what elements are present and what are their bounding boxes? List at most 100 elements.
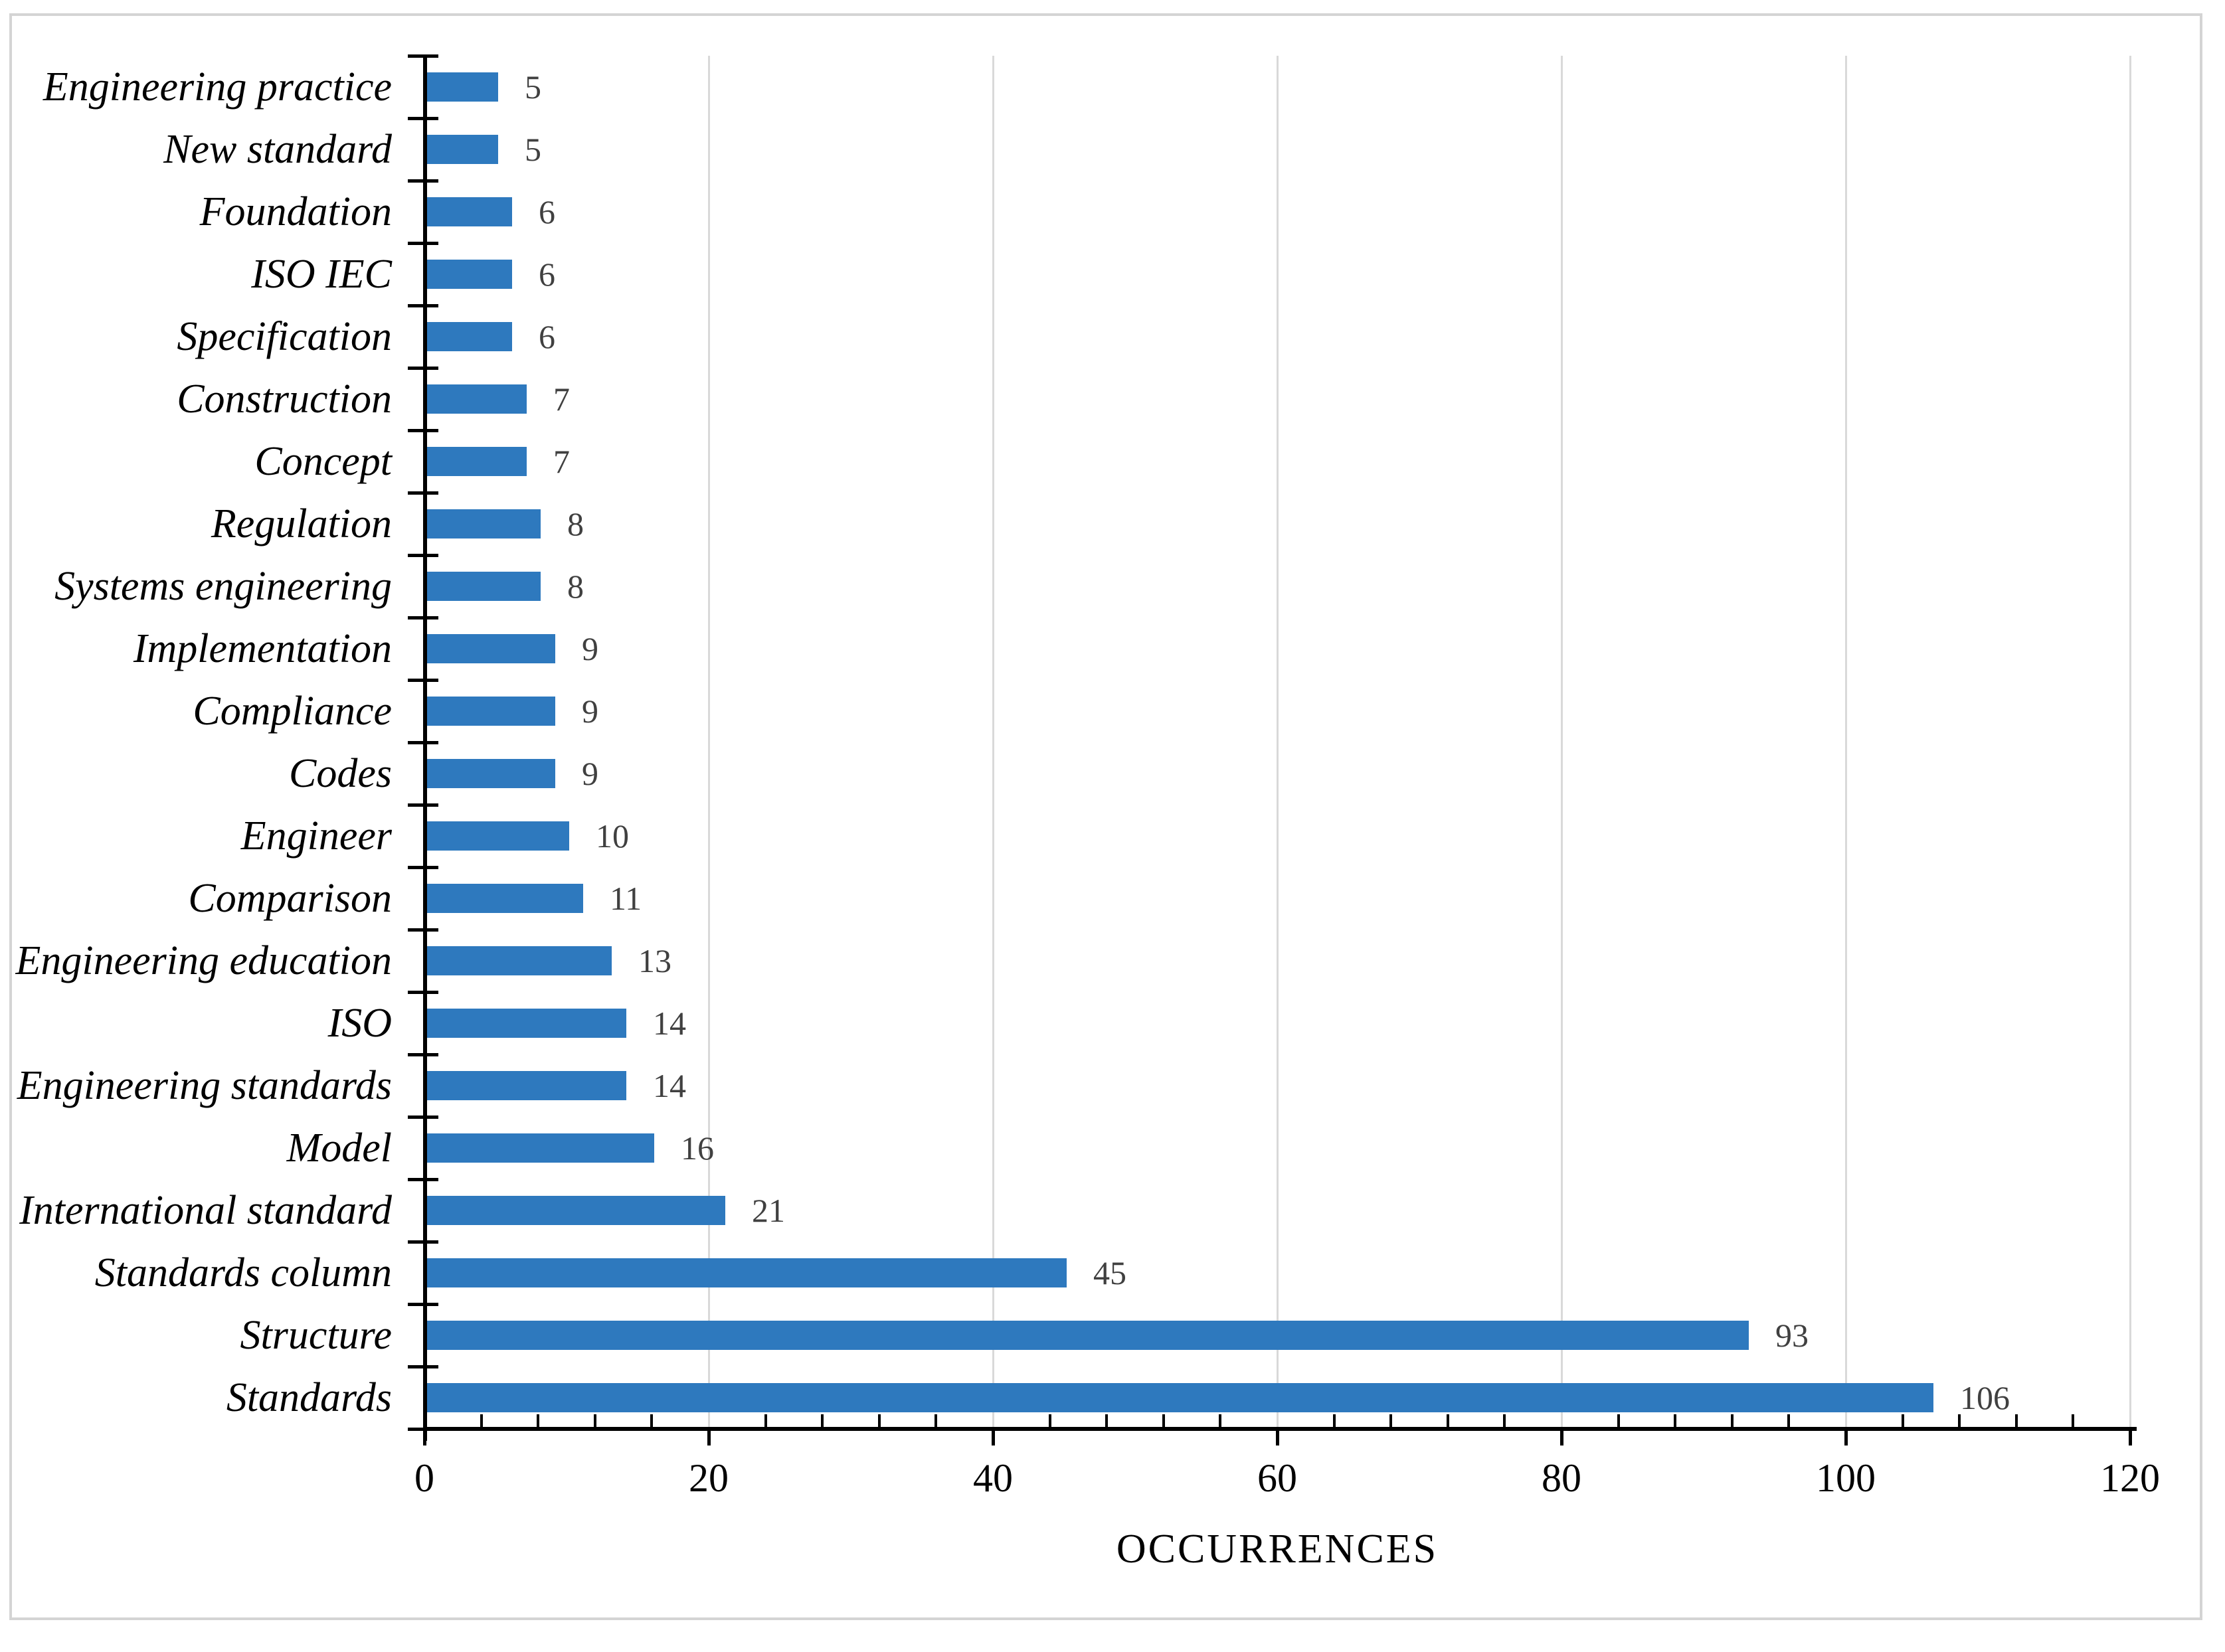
bar: [427, 260, 512, 289]
bar: [427, 197, 512, 226]
y-axis-tick: [408, 1115, 438, 1119]
gridline: [2129, 56, 2131, 1429]
y-axis-tick: [408, 866, 438, 869]
y-axis-tick: [408, 367, 438, 370]
x-axis-minor-tick: [480, 1414, 483, 1427]
x-axis-minor-tick: [1674, 1414, 1677, 1427]
x-axis-major-tick: [1560, 1431, 1563, 1446]
bar: [427, 447, 527, 476]
value-label: 6: [539, 256, 555, 293]
category-label: ISO: [327, 1000, 392, 1046]
value-label: 9: [582, 755, 598, 792]
y-axis-line: [423, 56, 427, 1441]
x-axis-minor-tick: [537, 1414, 540, 1427]
y-axis-tick: [408, 679, 438, 682]
gridline: [1561, 56, 1563, 1429]
category-label: Structure: [240, 1312, 392, 1358]
bar: [427, 946, 612, 975]
value-label: 11: [610, 880, 642, 917]
value-label: 9: [582, 630, 598, 667]
category-label: ISO IEC: [251, 251, 392, 297]
x-axis-minor-tick: [1162, 1414, 1165, 1427]
y-axis-tick: [408, 1303, 438, 1306]
x-axis-minor-tick: [1048, 1414, 1051, 1427]
category-label: Regulation: [211, 501, 392, 546]
category-label: International standard: [19, 1187, 392, 1233]
category-label: Foundation: [199, 189, 392, 234]
category-label: Specification: [177, 313, 392, 359]
x-axis-minor-tick: [1617, 1414, 1620, 1427]
value-label: 13: [638, 942, 671, 979]
category-label: Concept: [254, 438, 392, 484]
y-axis-tick: [408, 1428, 438, 1431]
y-axis-tick: [408, 1365, 438, 1368]
value-label: 5: [525, 68, 541, 106]
x-axis-minor-tick: [593, 1414, 596, 1427]
y-axis-tick: [408, 304, 438, 307]
x-axis-minor-tick: [2014, 1414, 2018, 1427]
x-axis-tick-label: 60: [1257, 1456, 1297, 1500]
x-axis-tick-label: 0: [414, 1456, 434, 1500]
x-axis-title: OCCURRENCES: [1116, 1527, 1439, 1572]
category-label: Standards column: [94, 1250, 392, 1295]
gridline: [1845, 56, 1847, 1429]
bar: [427, 1133, 654, 1163]
value-label: 6: [539, 193, 555, 230]
x-axis-major-tick: [1844, 1431, 1848, 1446]
gridline: [708, 56, 710, 1429]
value-label: 5: [525, 131, 541, 168]
x-axis-major-tick: [423, 1431, 426, 1446]
x-axis-tick-label: 80: [1542, 1456, 1581, 1500]
value-label: 7: [553, 380, 570, 418]
x-axis-major-tick: [2129, 1431, 2132, 1446]
value-label: 10: [596, 817, 629, 855]
category-label: Standards: [226, 1374, 392, 1420]
x-axis-tick-label: 40: [973, 1456, 1013, 1500]
value-label: 9: [582, 693, 598, 730]
x-axis-major-tick: [707, 1431, 711, 1446]
y-axis-tick: [408, 1240, 438, 1244]
x-axis-major-tick: [1276, 1431, 1279, 1446]
category-label: Engineering education: [15, 938, 392, 983]
bar: [427, 884, 583, 913]
category-label: Engineer: [240, 813, 392, 859]
bar: [427, 634, 555, 663]
category-label: Systems engineering: [54, 563, 392, 609]
value-label: 21: [752, 1192, 785, 1229]
x-axis-minor-tick: [1730, 1414, 1734, 1427]
value-label: 14: [653, 1067, 686, 1104]
x-axis-minor-tick: [821, 1414, 824, 1427]
x-axis-minor-tick: [1503, 1414, 1506, 1427]
x-axis-major-tick: [992, 1431, 995, 1446]
y-axis-tick: [408, 1178, 438, 1181]
chart-frame: [9, 13, 2202, 1620]
bar: [427, 821, 569, 851]
bar: [427, 759, 555, 788]
y-axis-tick: [408, 54, 438, 58]
bar: [427, 135, 498, 164]
x-axis-minor-tick: [1219, 1414, 1222, 1427]
x-axis-minor-tick: [1787, 1414, 1791, 1427]
y-axis-tick: [408, 991, 438, 994]
category-label: Engineering practice: [43, 64, 392, 110]
y-axis-tick: [408, 803, 438, 807]
category-label: Compliance: [193, 688, 392, 734]
category-label: New standard: [163, 126, 392, 172]
bar: [427, 1321, 1749, 1350]
value-label: 8: [567, 568, 584, 605]
bar: [427, 1071, 626, 1100]
bar: [427, 1258, 1067, 1287]
bar: [427, 1009, 626, 1038]
y-axis-tick: [408, 491, 438, 495]
category-label: Construction: [177, 376, 392, 422]
value-label: 6: [539, 318, 555, 355]
x-axis-minor-tick: [1389, 1414, 1393, 1427]
category-label: Implementation: [133, 625, 392, 671]
y-axis-tick: [408, 242, 438, 245]
bar: [427, 1383, 1933, 1412]
x-axis-tick-label: 20: [689, 1456, 729, 1500]
value-label: 45: [1093, 1254, 1126, 1291]
bar: [427, 509, 541, 538]
bar: [427, 384, 527, 414]
category-label: Codes: [289, 750, 392, 796]
